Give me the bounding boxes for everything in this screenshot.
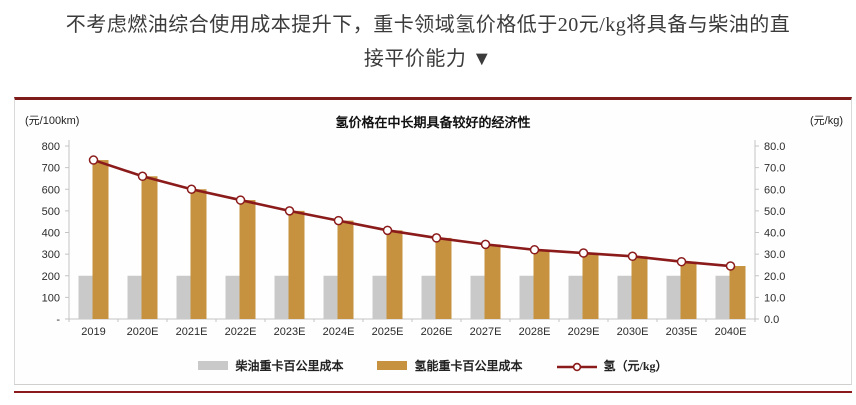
svg-text:2019: 2019 xyxy=(81,326,105,338)
left-axis-unit-label: (元/100km) xyxy=(25,115,80,127)
svg-text:2027E: 2027E xyxy=(470,326,502,338)
svg-text:2035E: 2035E xyxy=(666,326,698,338)
bottom-divider-rule xyxy=(14,391,852,393)
svg-text:800: 800 xyxy=(42,141,60,153)
svg-text:40.0: 40.0 xyxy=(764,228,785,240)
report-caption: 不考虑燃油综合使用成本提升下，重卡领域氢价格低于20元/kg将具备与柴油的直 接… xyxy=(0,8,856,76)
svg-text:2030E: 2030E xyxy=(617,326,649,338)
svg-text:60.0: 60.0 xyxy=(764,184,785,196)
legend-item-hydrogen-price: 氢（元/kg） xyxy=(556,357,668,374)
legend-label-diesel: 柴油重卡百公里成本 xyxy=(235,359,344,373)
hydrogen-economics-chart: 800 700 600 500 400 300 200 100 - 80.0 70.0 60.0 50.… xyxy=(42,140,785,338)
svg-text:20.0: 20.0 xyxy=(764,271,785,283)
svg-text:500: 500 xyxy=(42,206,60,218)
chart-panel: (元/100km) 氢价格在中长期具备较好的经济性 (元/kg) 800 700 6… xyxy=(14,97,852,385)
svg-text:2028E: 2028E xyxy=(519,326,551,338)
line-marker-swatch-icon xyxy=(556,361,597,371)
svg-text:2026E: 2026E xyxy=(421,326,453,338)
svg-text:2025E: 2025E xyxy=(372,326,404,338)
svg-text:2024E: 2024E xyxy=(323,326,355,338)
svg-text:600: 600 xyxy=(42,184,60,196)
hydrogen-bar-swatch-icon xyxy=(377,361,408,370)
svg-text:300: 300 xyxy=(42,249,60,261)
chart-title: 氢价格在中长期具备较好的经济性 xyxy=(335,115,531,130)
svg-text:0.0: 0.0 xyxy=(764,314,779,326)
svg-text:30.0: 30.0 xyxy=(764,249,785,261)
chart-title-row: (元/100km) 氢价格在中长期具备较好的经济性 (元/kg) xyxy=(15,112,851,132)
svg-text:50.0: 50.0 xyxy=(764,206,785,218)
caption-line-1: 不考虑燃油综合使用成本提升下，重卡领域氢价格低于20元/kg将具备与柴油的直 xyxy=(65,14,791,36)
svg-text:2023E: 2023E xyxy=(274,326,306,338)
svg-text:100: 100 xyxy=(42,292,60,304)
legend-item-hydrogen-cost: 氢能重卡百公里成本 xyxy=(377,357,523,374)
svg-text:2021E: 2021E xyxy=(176,326,208,338)
svg-text:2022E: 2022E xyxy=(225,326,257,338)
svg-text:80.0: 80.0 xyxy=(764,141,785,153)
svg-text:700: 700 xyxy=(42,163,60,175)
svg-text:10.0: 10.0 xyxy=(764,292,785,304)
legend-label-hydrogen-cost: 氢能重卡百公里成本 xyxy=(414,359,523,373)
right-axis-unit-label: (元/kg) xyxy=(810,115,843,127)
chart-legend: 柴油重卡百公里成本 氢能重卡百公里成本 氢（元/kg） xyxy=(15,357,851,374)
diesel-bar-swatch-icon xyxy=(198,361,229,370)
svg-text:200: 200 xyxy=(42,271,60,283)
legend-item-diesel: 柴油重卡百公里成本 xyxy=(198,357,343,374)
legend-label-hydrogen-price: 氢（元/kg） xyxy=(603,359,668,373)
svg-text:2029E: 2029E xyxy=(568,326,600,338)
svg-text:400: 400 xyxy=(42,228,60,240)
svg-text:2020E: 2020E xyxy=(127,326,159,338)
svg-text:-: - xyxy=(56,314,60,326)
svg-text:70.0: 70.0 xyxy=(764,163,785,175)
caption-line-2: 接平价能力 ▼ xyxy=(363,48,493,70)
svg-text:2040E: 2040E xyxy=(715,326,747,338)
